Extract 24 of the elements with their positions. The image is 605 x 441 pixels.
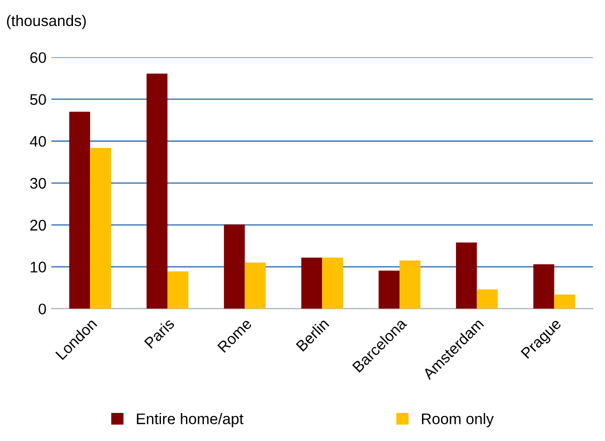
legend-label: Room only <box>422 413 494 428</box>
bar <box>476 289 498 309</box>
bar <box>400 260 420 309</box>
bar <box>301 258 322 309</box>
y-tick-label: 40 <box>30 136 46 147</box>
y-tick-label: 20 <box>30 220 46 231</box>
y-tick-label: 60 <box>30 52 46 64</box>
legend-label: Entire home/apt <box>136 413 244 428</box>
y-tick-label: 30 <box>30 178 46 189</box>
bar <box>167 271 188 309</box>
y-tick-label: 0 <box>38 304 46 314</box>
y-tick-label: 50 <box>30 94 46 105</box>
bar <box>378 270 400 309</box>
bar <box>554 294 576 309</box>
bar <box>224 224 245 309</box>
bar <box>146 74 168 309</box>
bar <box>90 148 111 309</box>
bar <box>533 264 554 309</box>
bar <box>456 242 477 309</box>
y-tick-label: 10 <box>30 262 46 272</box>
bar <box>244 262 266 309</box>
bar <box>69 112 90 309</box>
y-axis-title: (thousands) <box>7 14 86 30</box>
bar <box>322 258 344 309</box>
